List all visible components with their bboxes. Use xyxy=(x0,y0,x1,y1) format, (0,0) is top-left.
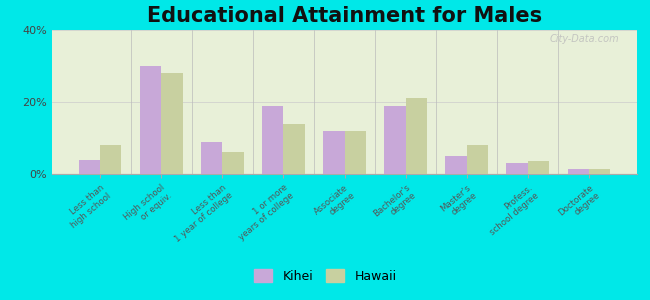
Bar xyxy=(467,145,488,174)
Bar xyxy=(344,131,366,174)
Bar xyxy=(384,106,406,174)
Bar xyxy=(528,161,549,174)
Title: Educational Attainment for Males: Educational Attainment for Males xyxy=(147,6,542,26)
Bar xyxy=(79,160,100,174)
Bar xyxy=(100,145,122,174)
Bar xyxy=(323,131,345,174)
Bar xyxy=(161,73,183,174)
Legend: Kihei, Hawaii: Kihei, Hawaii xyxy=(248,264,402,288)
Bar xyxy=(201,142,222,174)
Bar xyxy=(222,152,244,174)
Bar xyxy=(406,98,427,174)
Bar xyxy=(445,156,467,174)
Bar xyxy=(283,124,305,174)
Bar xyxy=(506,163,528,174)
Bar xyxy=(262,106,283,174)
Bar xyxy=(567,169,589,174)
Text: City-Data.com: City-Data.com xyxy=(550,34,619,44)
Bar xyxy=(589,169,610,174)
Bar xyxy=(140,66,161,174)
